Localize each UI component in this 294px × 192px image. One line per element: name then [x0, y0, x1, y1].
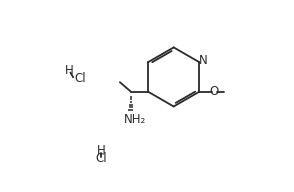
- Text: NH₂: NH₂: [124, 113, 146, 126]
- Text: Cl: Cl: [96, 152, 107, 165]
- Text: H: H: [97, 144, 106, 157]
- Text: H: H: [64, 64, 73, 77]
- Text: N: N: [198, 54, 207, 67]
- Text: Cl: Cl: [75, 72, 86, 85]
- Text: O: O: [210, 85, 219, 98]
